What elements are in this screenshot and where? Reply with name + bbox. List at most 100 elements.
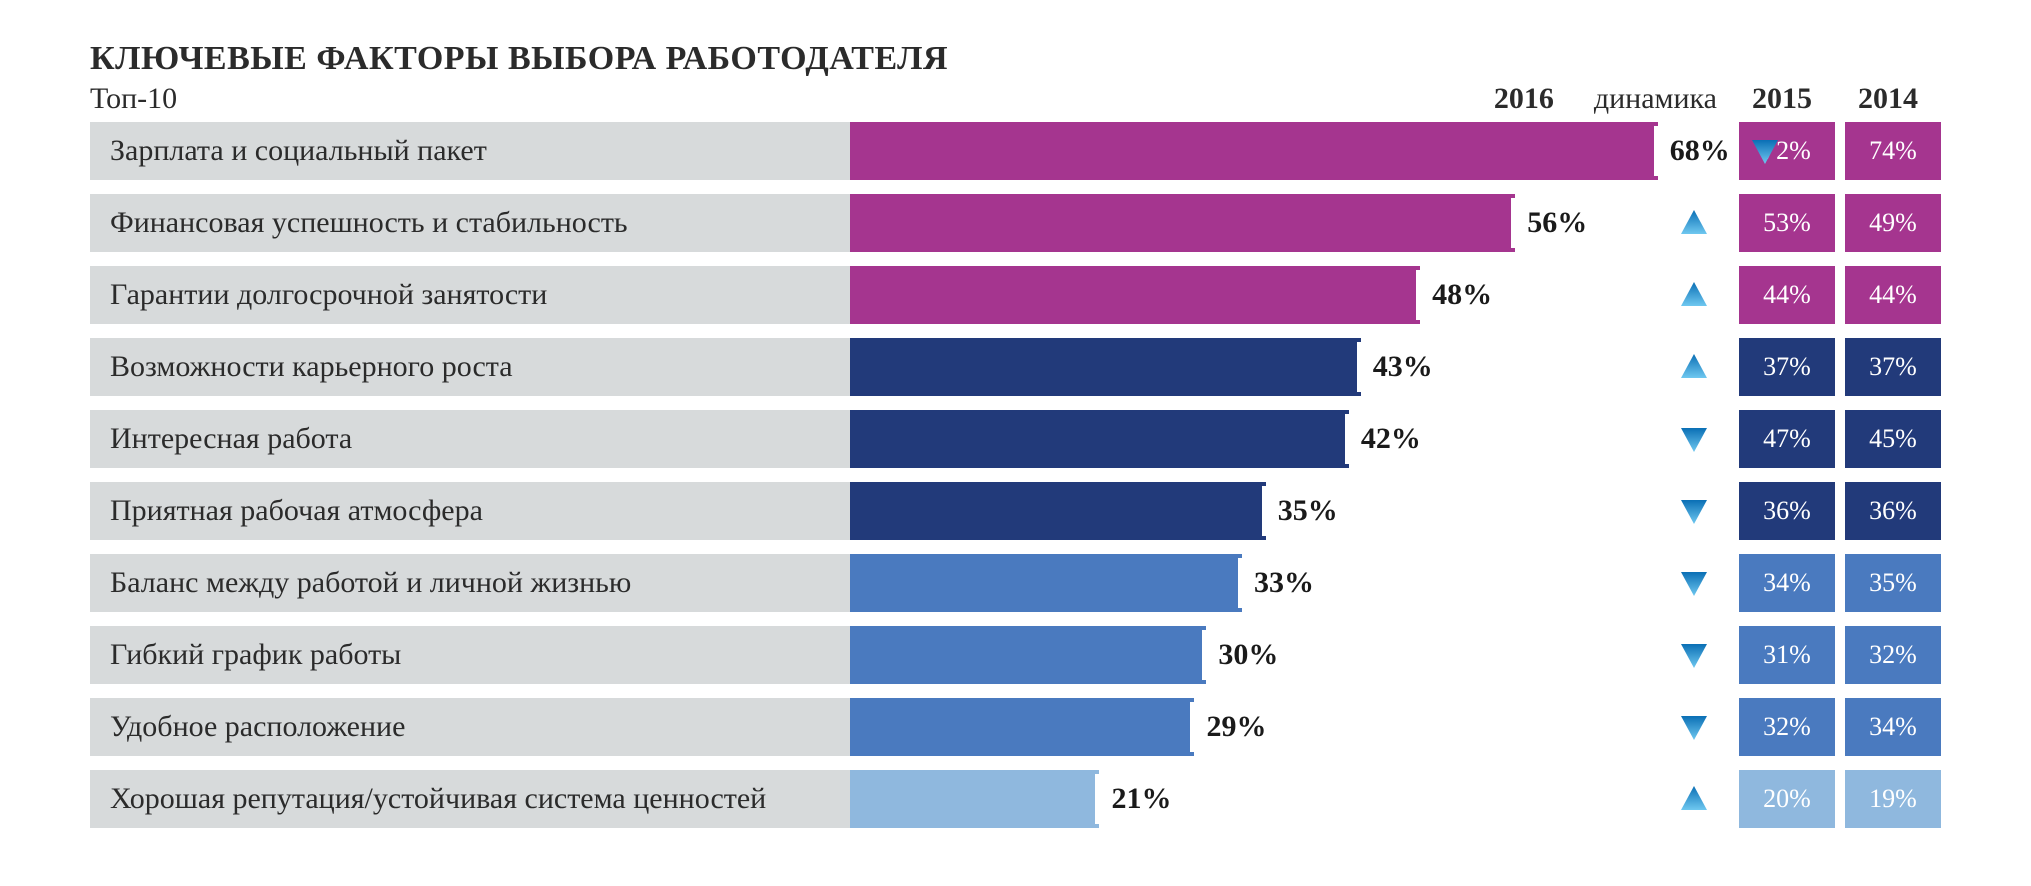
value-2015: 31% bbox=[1739, 626, 1835, 684]
trend-up-icon bbox=[1679, 784, 1709, 814]
bar-area: 30% bbox=[850, 626, 1729, 684]
row-label: Приятная рабочая атмосфера bbox=[90, 482, 850, 540]
row-label: Возможности карьерного роста bbox=[90, 338, 850, 396]
value-2016: 35% bbox=[1278, 494, 1338, 528]
header-year-2014: 2014 bbox=[1835, 82, 1941, 116]
table-row: Возможности карьерного роста 43% 37%37% bbox=[90, 338, 1941, 396]
trend-up-icon bbox=[1679, 208, 1709, 238]
bar-area: 48% bbox=[850, 266, 1729, 324]
bar-area: 33% bbox=[850, 554, 1729, 612]
bar-area: 35% bbox=[850, 482, 1729, 540]
row-label: Удобное расположение bbox=[90, 698, 850, 756]
trend-up-icon bbox=[1679, 280, 1709, 310]
table-row: Приятная рабочая атмосфера 35% 36%36% bbox=[90, 482, 1941, 540]
trend-down-icon bbox=[1750, 136, 1780, 166]
past-values: 37%37% bbox=[1729, 338, 1941, 396]
bar-fill bbox=[850, 482, 1266, 540]
value-2015: 47% bbox=[1739, 410, 1835, 468]
value-2015: 44% bbox=[1739, 266, 1835, 324]
bar-value-box: 42% bbox=[1345, 414, 1723, 464]
bar-area: 29% bbox=[850, 698, 1729, 756]
row-label: Зарплата и социальный пакет bbox=[90, 122, 850, 180]
value-2014: 34% bbox=[1845, 698, 1941, 756]
header-year-2016: 2016 bbox=[1494, 82, 1554, 116]
past-values: 47%45% bbox=[1729, 410, 1941, 468]
row-label: Гарантии долгосрочной занятости bbox=[90, 266, 850, 324]
bar-value-box: 29% bbox=[1190, 702, 1723, 752]
bar-value-box: 21% bbox=[1095, 774, 1723, 824]
trend-up-icon bbox=[1679, 352, 1709, 382]
bar-value-box: 30% bbox=[1202, 630, 1723, 680]
row-label: Баланс между работой и личной жизнью bbox=[90, 554, 850, 612]
bar-fill bbox=[850, 266, 1420, 324]
trend-down-icon bbox=[1679, 712, 1709, 742]
chart-rows: Зарплата и социальный пакет68% 72%74%Фин… bbox=[90, 122, 1941, 828]
value-2014: 36% bbox=[1845, 482, 1941, 540]
past-values: 34%35% bbox=[1729, 554, 1941, 612]
bar-area: 43% bbox=[850, 338, 1729, 396]
value-2016: 42% bbox=[1361, 422, 1421, 456]
past-values: 53%49% bbox=[1729, 194, 1941, 252]
trend-down-icon bbox=[1679, 568, 1709, 598]
bar-fill bbox=[850, 554, 1242, 612]
bar-fill bbox=[850, 338, 1361, 396]
bar-value-box: 35% bbox=[1262, 486, 1723, 536]
bar-fill bbox=[850, 626, 1206, 684]
value-2016: 33% bbox=[1254, 566, 1314, 600]
bar-value-box: 48% bbox=[1416, 270, 1723, 320]
trend-down-icon bbox=[1679, 496, 1709, 526]
value-2014: 74% bbox=[1845, 122, 1941, 180]
value-2014: 32% bbox=[1845, 626, 1941, 684]
past-values: 20%19% bbox=[1729, 770, 1941, 828]
bar-area: 42% bbox=[850, 410, 1729, 468]
value-2014: 45% bbox=[1845, 410, 1941, 468]
table-row: Финансовая успешность и стабильность56% … bbox=[90, 194, 1941, 252]
bar-area: 21% bbox=[850, 770, 1729, 828]
chart-title: КЛЮЧЕВЫЕ ФАКТОРЫ ВЫБОРА РАБОТОДАТЕЛЯ bbox=[90, 40, 1941, 78]
value-2014: 19% bbox=[1845, 770, 1941, 828]
chart-subtitle: Топ-10 bbox=[90, 82, 850, 116]
bar-area: 68% bbox=[850, 122, 1729, 180]
bar-fill bbox=[850, 194, 1515, 252]
header-year-2015: 2015 bbox=[1729, 82, 1835, 116]
table-row: Хорошая репутация/устойчивая система цен… bbox=[90, 770, 1941, 828]
table-row: Удобное расположение 29% 32%34% bbox=[90, 698, 1941, 756]
bar-fill bbox=[850, 122, 1658, 180]
value-2016: 30% bbox=[1218, 638, 1278, 672]
value-2016: 21% bbox=[1111, 782, 1171, 816]
past-values: 32%34% bbox=[1729, 698, 1941, 756]
past-values: 36%36% bbox=[1729, 482, 1941, 540]
value-2015: 32% bbox=[1739, 698, 1835, 756]
bar-value-box: 68% bbox=[1654, 126, 1723, 176]
value-2014: 37% bbox=[1845, 338, 1941, 396]
row-label: Интересная работа bbox=[90, 410, 850, 468]
header-past-wrap: 2015 2014 bbox=[1729, 82, 1941, 116]
value-2016: 43% bbox=[1373, 350, 1433, 384]
value-2016: 29% bbox=[1206, 710, 1266, 744]
bar-area: 56% bbox=[850, 194, 1729, 252]
trend-down-icon bbox=[1679, 640, 1709, 670]
header-dynamics: динамика bbox=[1594, 82, 1717, 116]
value-2016: 48% bbox=[1432, 278, 1492, 312]
value-2015: 36% bbox=[1739, 482, 1835, 540]
value-2015: 53% bbox=[1739, 194, 1835, 252]
header-bar-area: 2016 динамика bbox=[850, 82, 1729, 116]
value-2015: 34% bbox=[1739, 554, 1835, 612]
bar-fill bbox=[850, 410, 1349, 468]
past-values: 31%32% bbox=[1729, 626, 1941, 684]
bar-fill bbox=[850, 698, 1194, 756]
past-values: 44%44% bbox=[1729, 266, 1941, 324]
row-label: Финансовая успешность и стабильность bbox=[90, 194, 850, 252]
value-2014: 49% bbox=[1845, 194, 1941, 252]
bar-value-box: 43% bbox=[1357, 342, 1723, 392]
table-row: Баланс между работой и личной жизнью33% … bbox=[90, 554, 1941, 612]
bar-value-box: 33% bbox=[1238, 558, 1723, 608]
trend-down-icon bbox=[1679, 424, 1709, 454]
table-row: Интересная работа 42% 47%45% bbox=[90, 410, 1941, 468]
bar-fill bbox=[850, 770, 1099, 828]
chart-header-row: Топ-10 2016 динамика 2015 2014 bbox=[90, 82, 1941, 116]
value-2016: 68% bbox=[1670, 134, 1730, 168]
value-2014: 35% bbox=[1845, 554, 1941, 612]
row-label: Хорошая репутация/устойчивая система цен… bbox=[90, 770, 850, 828]
table-row: Гибкий график работы30% 31%32% bbox=[90, 626, 1941, 684]
